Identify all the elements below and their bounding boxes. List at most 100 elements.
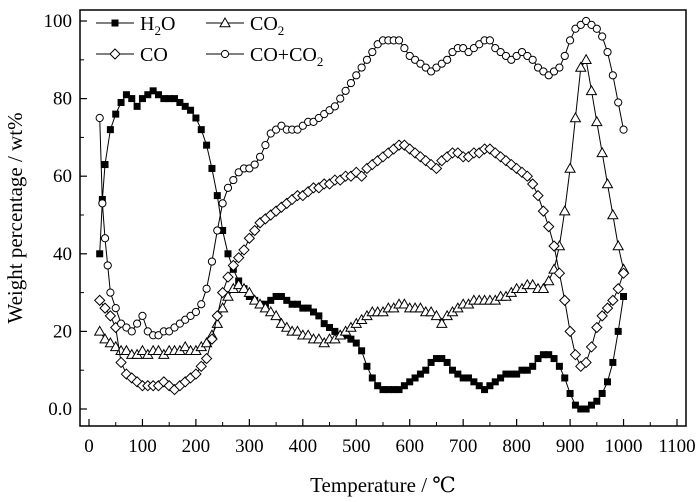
data-point	[448, 47, 457, 57]
data-point	[238, 282, 250, 293]
data-point	[320, 110, 329, 119]
data-point	[347, 335, 355, 343]
data-point	[619, 125, 628, 134]
data-point	[566, 389, 574, 397]
data-point	[606, 208, 619, 220]
data-point	[465, 374, 473, 382]
data-point	[481, 386, 489, 394]
data-point	[564, 325, 576, 338]
data-point	[571, 401, 579, 409]
data-point	[368, 47, 377, 57]
data-point	[330, 102, 339, 111]
x-tick-label: 700	[449, 436, 478, 457]
data-point	[513, 370, 521, 378]
data-point	[617, 267, 630, 279]
data-point	[95, 113, 104, 123]
data-point	[122, 323, 131, 332]
data-point	[190, 368, 202, 380]
data-point	[104, 310, 117, 322]
y-tick-label: 80	[53, 89, 72, 110]
data-point	[363, 362, 371, 370]
data-point	[304, 304, 312, 312]
x-axis-title: Temperature / ℃	[310, 473, 456, 497]
data-point	[564, 162, 576, 173]
y-tick-label: 100	[44, 11, 73, 32]
data-point	[526, 178, 539, 190]
data-point	[496, 47, 505, 57]
data-point	[517, 47, 527, 57]
data-point	[101, 161, 109, 169]
data-point	[553, 267, 566, 279]
data-point	[249, 224, 261, 237]
data-point	[576, 20, 585, 29]
y-tick-label: 60	[53, 166, 72, 187]
data-point	[93, 294, 106, 307]
data-point	[144, 91, 152, 99]
data-point	[106, 288, 115, 297]
data-point	[133, 319, 142, 328]
data-point	[398, 298, 411, 309]
data-point	[352, 71, 361, 80]
data-point	[254, 298, 266, 309]
data-point	[501, 51, 511, 61]
legend-label: CO+CO2	[250, 44, 323, 69]
data-point	[152, 344, 165, 356]
data-point	[601, 177, 614, 189]
data-point	[283, 296, 291, 304]
legend-marker	[220, 49, 230, 59]
data-point	[574, 61, 587, 72]
data-point	[120, 344, 133, 356]
data-point	[528, 55, 537, 64]
data-point	[211, 310, 223, 322]
data-point	[358, 347, 366, 355]
data-point	[267, 296, 275, 304]
data-point	[325, 106, 334, 115]
data-point	[243, 286, 256, 297]
data-point	[165, 327, 174, 336]
legend-label: CO2	[250, 13, 284, 38]
data-point	[312, 333, 325, 344]
data-point	[309, 117, 318, 126]
data-point	[542, 274, 555, 286]
x-tick-labels: 0 100 200 300 400 500 600 700 800 900 1000 1100	[84, 436, 695, 457]
data-point	[197, 126, 205, 134]
data-point	[548, 240, 560, 252]
data-point	[270, 309, 282, 321]
data-point	[298, 121, 307, 130]
data-point	[437, 59, 446, 68]
data-point	[558, 205, 571, 216]
data-point	[218, 199, 227, 208]
data-point	[192, 114, 200, 122]
data-point	[614, 98, 623, 107]
data-point	[362, 55, 372, 64]
data-point	[202, 284, 211, 293]
data-point	[459, 44, 468, 53]
series-open-diamond	[93, 139, 630, 396]
data-point	[315, 312, 323, 320]
data-point	[259, 302, 272, 313]
data-point	[373, 40, 382, 49]
data-point	[590, 115, 603, 127]
data-point	[470, 378, 478, 386]
data-point	[200, 352, 213, 365]
legend: H2O CO2 CO CO+CO2	[96, 13, 323, 69]
data-point	[195, 360, 207, 373]
data-point	[550, 355, 558, 363]
legend-marker	[219, 16, 231, 28]
data-point	[430, 162, 443, 175]
data-point	[255, 152, 265, 161]
data-point	[275, 317, 288, 328]
data-point	[544, 71, 553, 80]
data-point	[582, 405, 590, 413]
data-point	[555, 362, 563, 370]
data-point	[310, 308, 318, 316]
legend-marker	[109, 48, 121, 60]
data-point	[181, 102, 189, 110]
data-point	[406, 378, 414, 386]
data-point	[223, 183, 233, 192]
data-point	[261, 141, 270, 150]
data-point	[291, 325, 304, 336]
data-point	[580, 53, 592, 65]
data-point	[115, 356, 127, 369]
data-point	[400, 382, 408, 390]
